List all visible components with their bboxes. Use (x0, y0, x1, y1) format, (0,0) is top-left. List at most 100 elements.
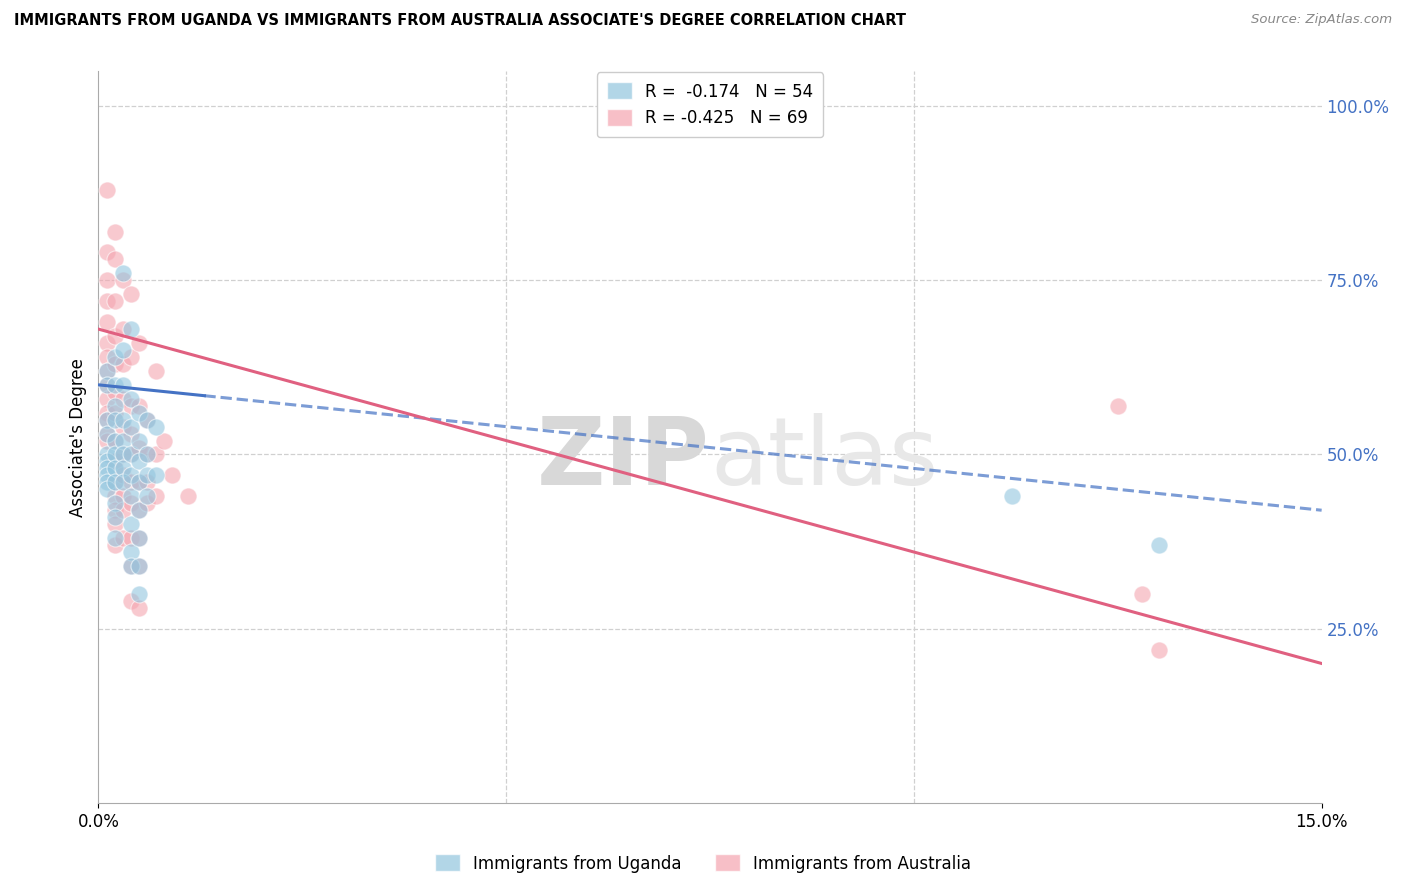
Point (104, 475, 127, 490)
Point (104, 377, 127, 392)
Point (104, 357, 127, 371)
Point (96, 364, 118, 378)
Text: IMMIGRANTS FROM UGANDA VS IMMIGRANTS FROM AUSTRALIA ASSOCIATE'S DEGREE CORRELATI: IMMIGRANTS FROM UGANDA VS IMMIGRANTS FRO… (14, 13, 905, 29)
Point (160, 468, 183, 483)
Point (96, 294, 118, 309)
Point (96, 412, 118, 426)
Point (136, 475, 159, 490)
Point (96, 448, 118, 462)
Point (128, 531, 150, 545)
Point (104, 412, 127, 426)
Point (96, 412, 118, 426)
Point (128, 531, 150, 545)
Point (111, 503, 134, 517)
Point (104, 225, 127, 239)
Point (120, 558, 142, 573)
Point (128, 454, 150, 468)
Point (136, 468, 159, 483)
Point (111, 448, 134, 462)
Point (120, 531, 142, 545)
Point (120, 448, 142, 462)
Point (120, 350, 142, 364)
Point (128, 475, 150, 490)
Point (111, 377, 134, 392)
Point (104, 434, 127, 448)
Point (104, 503, 127, 517)
Point (104, 399, 127, 413)
Point (136, 496, 159, 510)
Point (96, 483, 118, 497)
Point (111, 419, 134, 434)
Point (1001, 489, 1024, 503)
Point (136, 412, 159, 426)
Point (145, 448, 167, 462)
Point (104, 454, 127, 468)
Point (104, 384, 127, 399)
Point (96, 183, 118, 197)
Point (111, 468, 134, 483)
Point (96, 468, 118, 483)
Point (96, 426, 118, 441)
Point (96, 315, 118, 329)
Point (136, 412, 159, 426)
Point (104, 489, 127, 503)
Point (96, 350, 118, 364)
Point (145, 468, 167, 483)
Point (111, 489, 134, 503)
Point (120, 496, 142, 510)
Point (128, 503, 150, 517)
Point (111, 461, 134, 475)
Point (120, 322, 142, 336)
Point (120, 475, 142, 490)
Point (96, 377, 118, 392)
Point (96, 273, 118, 287)
Point (96, 434, 118, 448)
Point (120, 517, 142, 532)
Point (111, 266, 134, 280)
Point (96, 364, 118, 378)
Text: atlas: atlas (710, 413, 938, 505)
Point (120, 287, 142, 301)
Point (111, 357, 134, 371)
Point (136, 489, 159, 503)
Point (120, 468, 142, 483)
Point (1147, 642, 1170, 657)
Point (145, 489, 167, 503)
Point (120, 448, 142, 462)
Text: Source: ZipAtlas.com: Source: ZipAtlas.com (1251, 13, 1392, 27)
Point (111, 392, 134, 406)
Point (1147, 538, 1170, 552)
Point (145, 419, 167, 434)
Point (104, 406, 127, 420)
Point (120, 489, 142, 503)
Point (104, 448, 127, 462)
Point (104, 294, 127, 309)
Point (96, 426, 118, 441)
Point (111, 343, 134, 357)
Point (120, 419, 142, 434)
Point (111, 434, 134, 448)
Point (128, 600, 150, 615)
Point (177, 489, 200, 503)
Point (111, 531, 134, 545)
Point (120, 399, 142, 413)
Point (145, 364, 167, 378)
Point (136, 448, 159, 462)
Point (128, 441, 150, 455)
Point (128, 406, 150, 420)
Point (120, 426, 142, 441)
Point (128, 503, 150, 517)
Point (104, 252, 127, 267)
Point (96, 377, 118, 392)
Legend: Immigrants from Uganda, Immigrants from Australia: Immigrants from Uganda, Immigrants from … (427, 847, 979, 880)
Point (128, 434, 150, 448)
Point (104, 517, 127, 532)
Point (96, 461, 118, 475)
Text: ZIP: ZIP (537, 413, 710, 505)
Point (104, 538, 127, 552)
Point (128, 475, 150, 490)
Point (104, 531, 127, 545)
Point (128, 558, 150, 573)
Point (120, 392, 142, 406)
Point (96, 454, 118, 468)
